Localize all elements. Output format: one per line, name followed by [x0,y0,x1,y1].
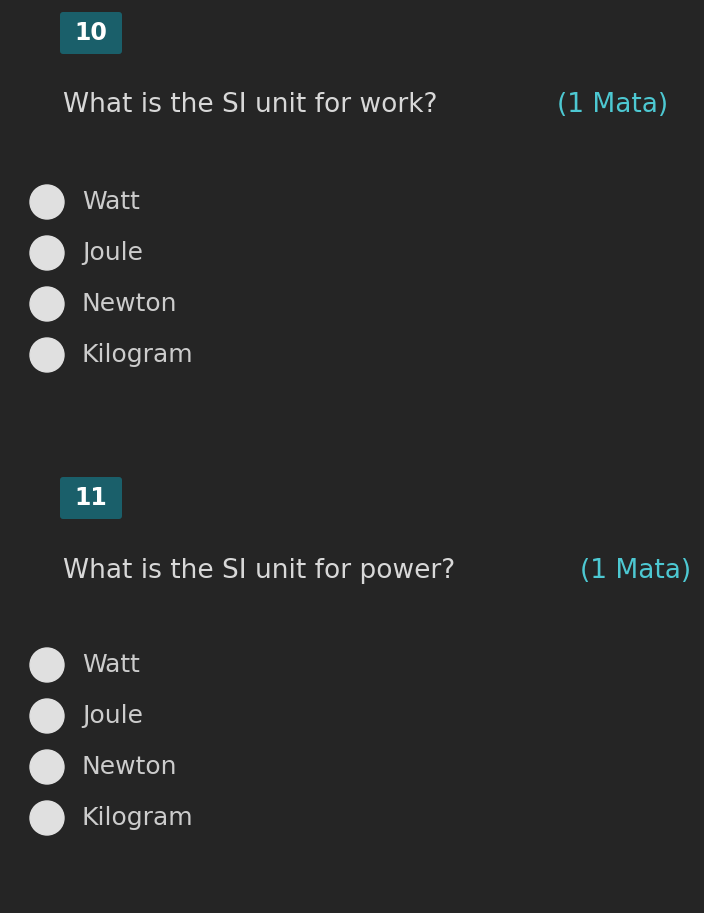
Text: Joule: Joule [82,241,143,265]
Circle shape [30,338,64,372]
Circle shape [30,750,64,784]
Text: What is the SI unit for work?: What is the SI unit for work? [63,92,446,118]
Circle shape [30,699,64,733]
Text: (1 Mata): (1 Mata) [557,92,668,118]
FancyBboxPatch shape [60,477,122,519]
Text: What is the SI unit for power?: What is the SI unit for power? [63,558,464,584]
Text: Newton: Newton [82,755,177,779]
Circle shape [30,236,64,270]
Text: Kilogram: Kilogram [82,343,194,367]
FancyBboxPatch shape [60,12,122,54]
Circle shape [30,801,64,835]
Circle shape [30,648,64,682]
Circle shape [30,287,64,321]
Text: (1 Mata): (1 Mata) [580,558,691,584]
Text: Watt: Watt [82,190,140,214]
Circle shape [30,185,64,219]
Text: Newton: Newton [82,292,177,316]
Text: Kilogram: Kilogram [82,806,194,830]
Text: 10: 10 [75,21,108,45]
Text: Watt: Watt [82,653,140,677]
Text: Joule: Joule [82,704,143,728]
Text: 11: 11 [75,486,108,510]
